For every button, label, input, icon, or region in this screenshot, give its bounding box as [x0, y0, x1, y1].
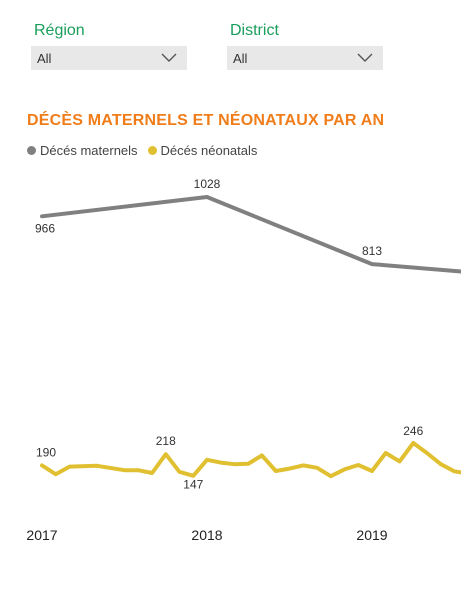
x-tick-label: 2019 [356, 527, 387, 543]
chart-legend: Décés maternels Décés néonatals [27, 143, 257, 158]
series-line-maternal[interactable] [40, 195, 461, 274]
district-dropdown-value: All [233, 50, 248, 66]
region-filter-label: Région [34, 22, 85, 39]
district-filter: District All [227, 22, 383, 70]
region-filter: Région All [31, 22, 187, 70]
x-tick-label: 2018 [191, 527, 222, 543]
data-label: 966 [35, 221, 55, 235]
chevron-down-icon [161, 53, 177, 62]
data-label: 218 [156, 434, 176, 448]
data-label: 1028 [194, 177, 221, 191]
legend-item-maternal[interactable]: Décés maternels [27, 143, 138, 158]
legend-label-maternal: Décés maternels [40, 143, 138, 158]
legend-item-neonatal[interactable]: Décés néonatals [147, 143, 258, 158]
region-dropdown[interactable]: All [31, 46, 187, 70]
data-label: 246 [403, 424, 423, 438]
legend-dot-neonatal [147, 146, 157, 155]
chart-title: DÉCÈS MATERNELS ET NÉONATAUX PAR AN [27, 112, 385, 129]
chevron-down-icon [357, 53, 373, 62]
x-tick-label: 2017 [26, 527, 57, 543]
series-line-neonatal[interactable] [40, 441, 461, 479]
data-label: 190 [36, 445, 56, 459]
data-label: 147 [183, 478, 203, 492]
data-label: 813 [362, 244, 382, 258]
legend-label-neonatal: Décés néonatals [160, 143, 258, 158]
legend-dot-maternal [27, 146, 36, 155]
district-filter-label: District [230, 22, 279, 39]
district-dropdown[interactable]: All [227, 46, 383, 70]
region-dropdown-value: All [37, 50, 52, 66]
